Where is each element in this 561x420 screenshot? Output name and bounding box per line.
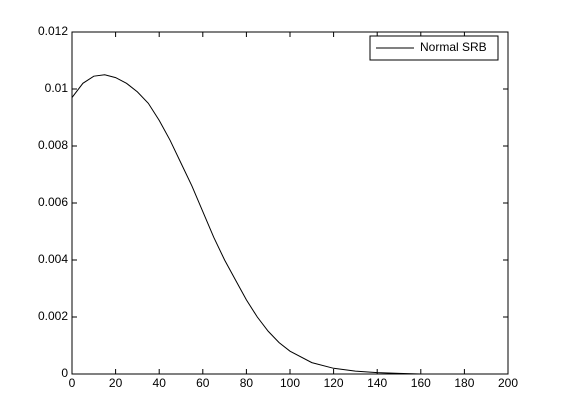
y-tick-label: 0.002 — [38, 309, 68, 323]
x-tick-label: 80 — [240, 376, 254, 390]
y-tick-label: 0.008 — [38, 138, 68, 152]
x-tick-label: 40 — [153, 376, 167, 390]
y-tick-label: 0.006 — [38, 195, 68, 209]
x-tick-label: 160 — [411, 376, 431, 390]
y-tick-label: 0 — [61, 366, 68, 380]
y-tick-label: 0.01 — [45, 81, 69, 95]
x-tick-label: 140 — [367, 376, 387, 390]
x-tick-label: 200 — [498, 376, 518, 390]
y-tick-label: 0.004 — [38, 252, 68, 266]
legend-label: Normal SRB — [420, 40, 487, 54]
data-line — [71, 74, 508, 375]
x-tick-label: 120 — [324, 376, 344, 390]
x-tick-label: 100 — [280, 376, 300, 390]
y-tick-label: 0.012 — [38, 24, 68, 38]
x-tick-label: 180 — [454, 376, 474, 390]
x-tick-label: 60 — [196, 376, 210, 390]
x-tick-label: 20 — [109, 376, 123, 390]
x-tick-label: 0 — [69, 376, 76, 390]
